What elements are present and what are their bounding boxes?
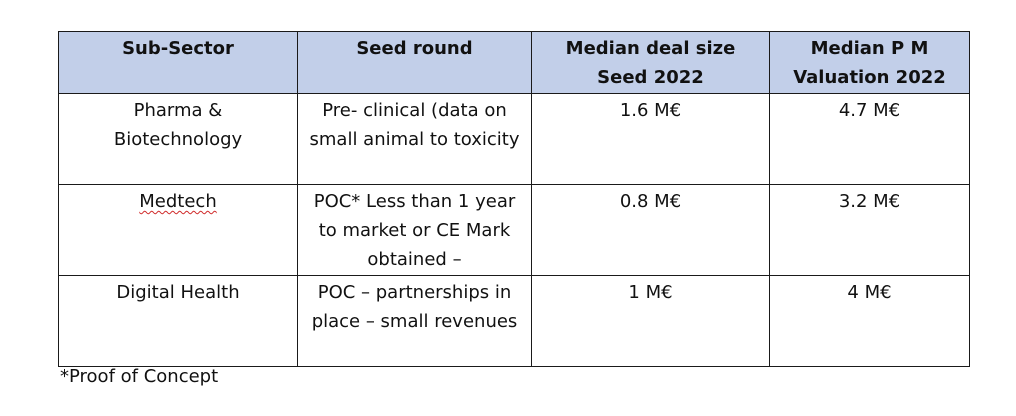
cell-seed-round: POC – partnerships in place – small reve… [297,275,532,367]
cell-median-valuation: 3.2 M€ [769,184,970,276]
table-header-row: Sub-Sector Seed round Median deal size S… [58,31,970,94]
cell-median-deal-size: 1.6 M€ [531,93,770,185]
header-median-valuation: Median P M Valuation 2022 [769,31,970,94]
cell-sub-sector: Pharma & Biotechnology [58,93,298,185]
spellcheck-underlined-text: Medtech [139,191,217,212]
cell-sub-sector: Medtech [58,184,298,276]
header-median-deal-size: Median deal size Seed 2022 [531,31,770,94]
cell-median-valuation: 4 M€ [769,275,970,367]
table-row: Pharma & Biotechnology Pre- clinical (da… [58,93,970,185]
cell-median-valuation: 4.7 M€ [769,93,970,185]
footnote: *Proof of Concept [60,366,219,387]
cell-sub-sector: Digital Health [58,275,298,367]
cell-seed-round: Pre- clinical (data on small animal to t… [297,93,532,185]
cell-seed-round: POC* Less than 1 year to market or CE Ma… [297,184,532,276]
cell-median-deal-size: 1 M€ [531,275,770,367]
cell-median-deal-size: 0.8 M€ [531,184,770,276]
header-sub-sector: Sub-Sector [58,31,298,94]
seed-deals-table: Sub-Sector Seed round Median deal size S… [58,31,970,367]
table-row: Digital Health POC – partnerships in pla… [58,275,970,367]
header-seed-round: Seed round [297,31,532,94]
table-row: Medtech POC* Less than 1 year to market … [58,184,970,276]
